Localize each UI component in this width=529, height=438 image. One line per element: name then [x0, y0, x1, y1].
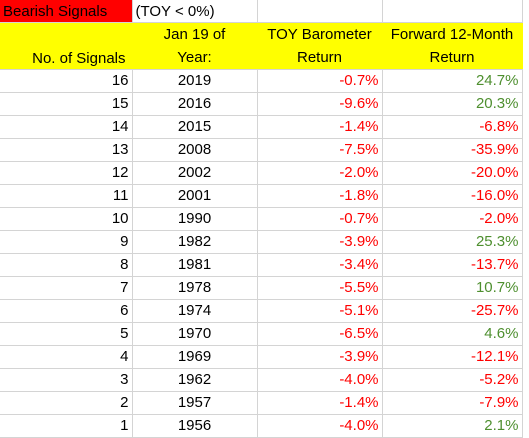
table-row: 13 2008 -7.5% -35.9%: [0, 138, 523, 162]
forward-return-cell[interactable]: -5.2%: [382, 368, 523, 392]
table-row: 5 1970 -6.5% 4.6%: [0, 322, 523, 346]
table-row: 16 2019 -0.7% 24.7%: [0, 69, 523, 93]
year-cell[interactable]: 2001: [132, 184, 258, 208]
forward-return-cell[interactable]: 20.3%: [382, 92, 523, 116]
signal-number-cell[interactable]: 14: [0, 115, 133, 139]
year-cell[interactable]: 1970: [132, 322, 258, 346]
signal-number-cell[interactable]: 1: [0, 414, 133, 438]
signal-number-cell[interactable]: 10: [0, 207, 133, 231]
signal-number-cell[interactable]: 13: [0, 138, 133, 162]
forward-return-cell[interactable]: 25.3%: [382, 230, 523, 254]
toy-return-cell[interactable]: -6.5%: [257, 322, 383, 346]
toy-return-cell[interactable]: -2.0%: [257, 161, 383, 185]
forward-return-cell[interactable]: -12.1%: [382, 345, 523, 369]
year-cell[interactable]: 1962: [132, 368, 258, 392]
toy-return-cell[interactable]: -5.5%: [257, 276, 383, 300]
forward-return-cell[interactable]: -16.0%: [382, 184, 523, 208]
table-row: 15 2016 -9.6% 20.3%: [0, 92, 523, 116]
signal-number-cell[interactable]: 11: [0, 184, 133, 208]
forward-return-cell[interactable]: 2.1%: [382, 414, 523, 438]
forward-return-cell[interactable]: -20.0%: [382, 161, 523, 185]
year-cell[interactable]: 1978: [132, 276, 258, 300]
forward-return-cell[interactable]: -7.9%: [382, 391, 523, 415]
header-cell-toy-bottom[interactable]: Return: [257, 46, 383, 70]
forward-return-cell[interactable]: -6.8%: [382, 115, 523, 139]
signal-number-cell[interactable]: 4: [0, 345, 133, 369]
signal-number-cell[interactable]: 9: [0, 230, 133, 254]
year-cell[interactable]: 2002: [132, 161, 258, 185]
year-cell[interactable]: 2015: [132, 115, 258, 139]
signal-number-cell[interactable]: 7: [0, 276, 133, 300]
year-cell[interactable]: 1969: [132, 345, 258, 369]
toy-return-cell[interactable]: -7.5%: [257, 138, 383, 162]
year-cell[interactable]: 1974: [132, 299, 258, 323]
toy-return-cell[interactable]: -3.9%: [257, 230, 383, 254]
table-row: 6 1974 -5.1% -25.7%: [0, 299, 523, 323]
forward-return-cell[interactable]: -25.7%: [382, 299, 523, 323]
toy-return-cell[interactable]: -5.1%: [257, 299, 383, 323]
table-row: 4 1969 -3.9% -12.1%: [0, 345, 523, 369]
header-cell-forward-top[interactable]: Forward 12-Month: [382, 22, 523, 47]
forward-return-cell[interactable]: 4.6%: [382, 322, 523, 346]
year-cell[interactable]: 1982: [132, 230, 258, 254]
table-row: 7 1978 -5.5% 10.7%: [0, 276, 523, 300]
year-cell[interactable]: 1956: [132, 414, 258, 438]
toy-return-cell[interactable]: -1.4%: [257, 391, 383, 415]
year-cell[interactable]: 2016: [132, 92, 258, 116]
empty-cell[interactable]: [382, 0, 523, 23]
table-row: 8 1981 -3.4% -13.7%: [0, 253, 523, 277]
toy-return-cell[interactable]: -4.0%: [257, 368, 383, 392]
toy-return-cell[interactable]: -1.8%: [257, 184, 383, 208]
forward-return-cell[interactable]: -13.7%: [382, 253, 523, 277]
table-row: 3 1962 -4.0% -5.2%: [0, 368, 523, 392]
table-row: 11 2001 -1.8% -16.0%: [0, 184, 523, 208]
toy-return-cell[interactable]: -0.7%: [257, 207, 383, 231]
header-cell-forward-bottom[interactable]: Return: [382, 46, 523, 70]
forward-return-cell[interactable]: 24.7%: [382, 69, 523, 93]
toy-return-cell[interactable]: -4.0%: [257, 414, 383, 438]
header-cell-date-top[interactable]: Jan 19 of: [132, 22, 258, 47]
header-cell-toy-top[interactable]: TOY Barometer: [257, 22, 383, 47]
year-cell[interactable]: 2019: [132, 69, 258, 93]
header-cell-signals[interactable]: No. of Signals: [0, 46, 133, 70]
forward-return-cell[interactable]: -2.0%: [382, 207, 523, 231]
signal-number-cell[interactable]: 16: [0, 69, 133, 93]
table-row: 9 1982 -3.9% 25.3%: [0, 230, 523, 254]
bearish-signals-cell[interactable]: Bearish Signals: [0, 0, 133, 23]
empty-cell[interactable]: [257, 0, 383, 23]
table-row: 14 2015 -1.4% -6.8%: [0, 115, 523, 139]
table-row: 12 2002 -2.0% -20.0%: [0, 161, 523, 185]
year-cell[interactable]: 1981: [132, 253, 258, 277]
signal-number-cell[interactable]: 12: [0, 161, 133, 185]
toy-return-cell[interactable]: -0.7%: [257, 69, 383, 93]
toy-return-cell[interactable]: -3.9%: [257, 345, 383, 369]
signal-number-cell[interactable]: 2: [0, 391, 133, 415]
toy-return-cell[interactable]: -1.4%: [257, 115, 383, 139]
header-row-2: No. of Signals Year: Return Return: [0, 46, 523, 70]
year-cell[interactable]: 2008: [132, 138, 258, 162]
table-row: 10 1990 -0.7% -2.0%: [0, 207, 523, 231]
forward-return-cell[interactable]: -35.9%: [382, 138, 523, 162]
toy-condition-cell[interactable]: (TOY < 0%): [132, 0, 258, 23]
signal-number-cell[interactable]: 5: [0, 322, 133, 346]
header-row-1: Jan 19 of TOY Barometer Forward 12-Month: [0, 22, 523, 47]
forward-return-cell[interactable]: 10.7%: [382, 276, 523, 300]
year-cell[interactable]: 1957: [132, 391, 258, 415]
toy-return-cell[interactable]: -3.4%: [257, 253, 383, 277]
year-cell[interactable]: 1990: [132, 207, 258, 231]
signal-number-cell[interactable]: 3: [0, 368, 133, 392]
signal-number-cell[interactable]: 15: [0, 92, 133, 116]
title-row: Bearish Signals (TOY < 0%): [0, 0, 523, 23]
toy-return-cell[interactable]: -9.6%: [257, 92, 383, 116]
header-cell-date-bottom[interactable]: Year:: [132, 46, 258, 70]
table-row: 2 1957 -1.4% -7.9%: [0, 391, 523, 415]
table-row: 1 1956 -4.0% 2.1%: [0, 414, 523, 438]
signal-number-cell[interactable]: 8: [0, 253, 133, 277]
signal-number-cell[interactable]: 6: [0, 299, 133, 323]
header-cell-signals-top[interactable]: [0, 22, 133, 47]
